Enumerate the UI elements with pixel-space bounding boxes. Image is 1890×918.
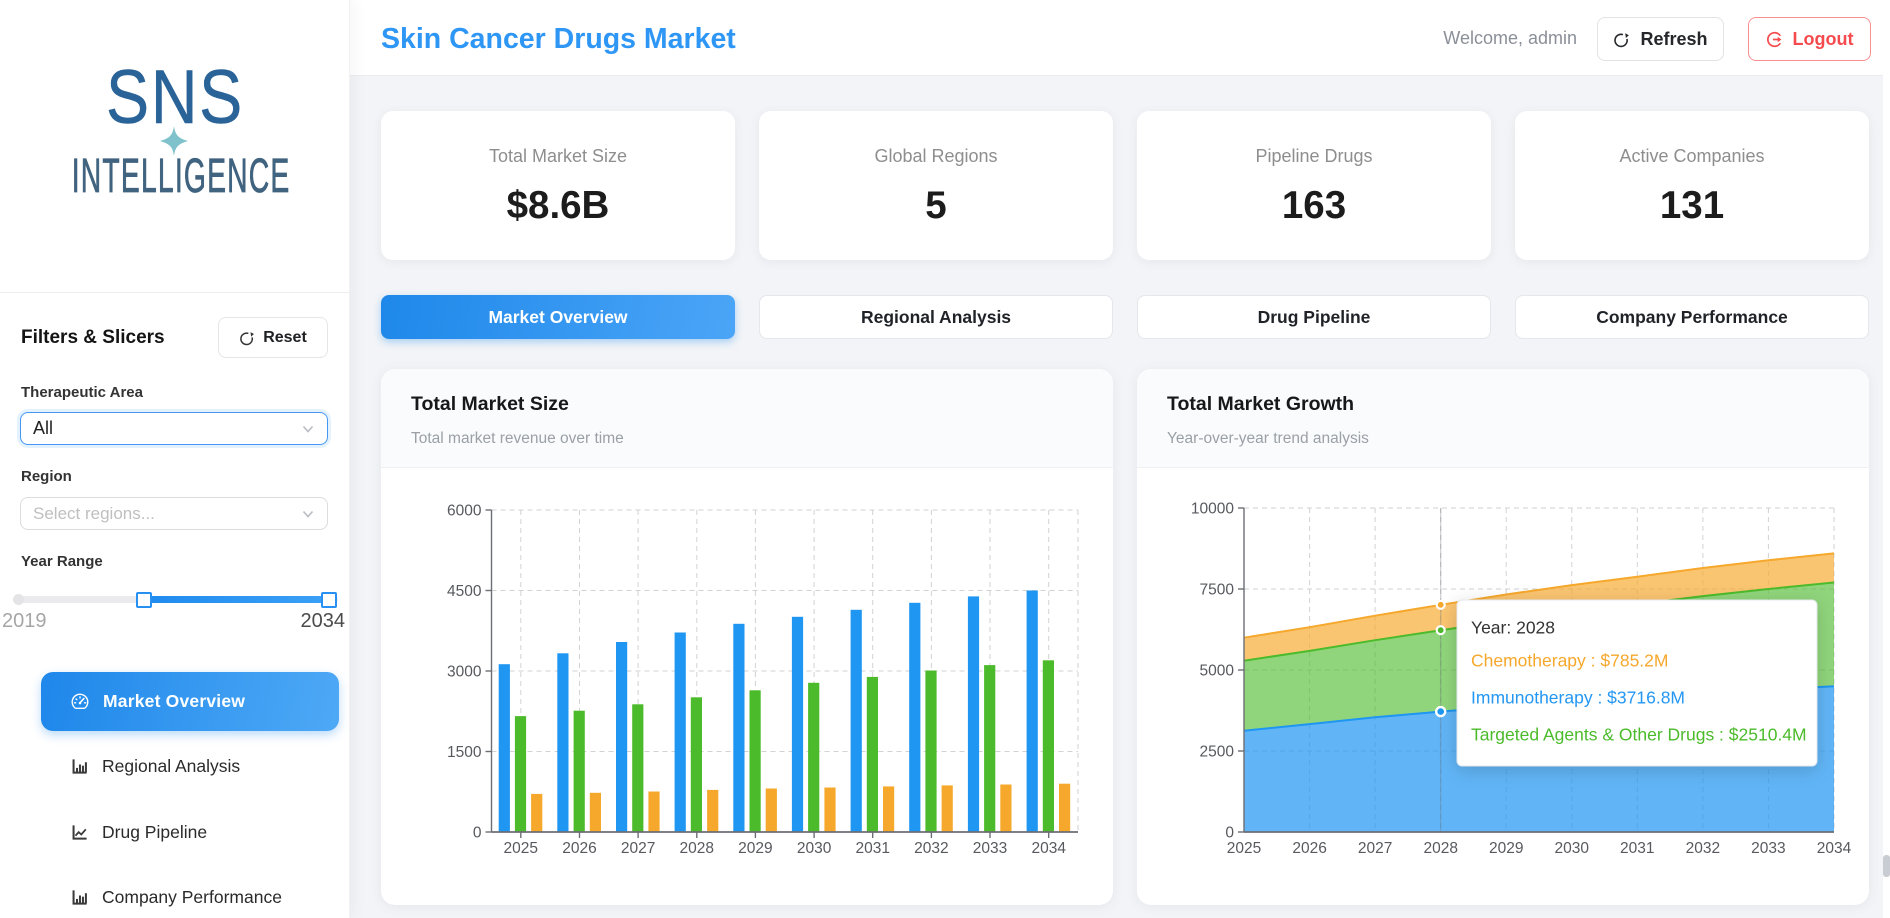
svg-text:2029: 2029 <box>738 840 772 857</box>
svg-text:Year: 2028: Year: 2028 <box>1471 618 1555 638</box>
svg-text:Chemotherapy : $785.2M: Chemotherapy : $785.2M <box>1471 651 1668 671</box>
svg-text:10000: 10000 <box>1191 501 1234 518</box>
svg-text:2027: 2027 <box>621 840 655 857</box>
svg-text:2026: 2026 <box>1292 840 1326 857</box>
svg-text:2034: 2034 <box>1031 840 1066 857</box>
svg-text:0: 0 <box>1225 825 1234 842</box>
svg-text:2034: 2034 <box>1817 840 1852 857</box>
svg-text:Targeted Agents & Other Drugs: Targeted Agents & Other Drugs : $2510.4M <box>1471 725 1807 745</box>
svg-text:4500: 4500 <box>447 583 482 600</box>
svg-text:6000: 6000 <box>447 503 482 520</box>
svg-text:2030: 2030 <box>1555 840 1590 857</box>
svg-text:2030: 2030 <box>797 840 832 857</box>
svg-text:Immunotherapy : $3716.8M: Immunotherapy : $3716.8M <box>1471 688 1685 708</box>
svg-text:2032: 2032 <box>1686 840 1720 857</box>
svg-text:2033: 2033 <box>973 840 1007 857</box>
svg-text:0: 0 <box>473 825 482 842</box>
svg-text:2027: 2027 <box>1358 840 1392 857</box>
svg-text:2026: 2026 <box>562 840 596 857</box>
svg-text:5000: 5000 <box>1200 663 1235 680</box>
svg-text:2033: 2033 <box>1751 840 1785 857</box>
svg-text:7500: 7500 <box>1200 582 1235 599</box>
svg-text:3000: 3000 <box>447 664 482 681</box>
svg-text:2025: 2025 <box>504 840 538 857</box>
svg-text:1500: 1500 <box>447 744 482 761</box>
svg-text:2031: 2031 <box>1620 840 1654 857</box>
svg-text:2031: 2031 <box>855 840 889 857</box>
svg-text:2028: 2028 <box>1423 840 1457 857</box>
svg-text:2025: 2025 <box>1227 840 1261 857</box>
svg-text:2029: 2029 <box>1489 840 1523 857</box>
svg-text:2500: 2500 <box>1200 744 1235 761</box>
svg-text:2028: 2028 <box>680 840 714 857</box>
svg-text:2032: 2032 <box>914 840 948 857</box>
